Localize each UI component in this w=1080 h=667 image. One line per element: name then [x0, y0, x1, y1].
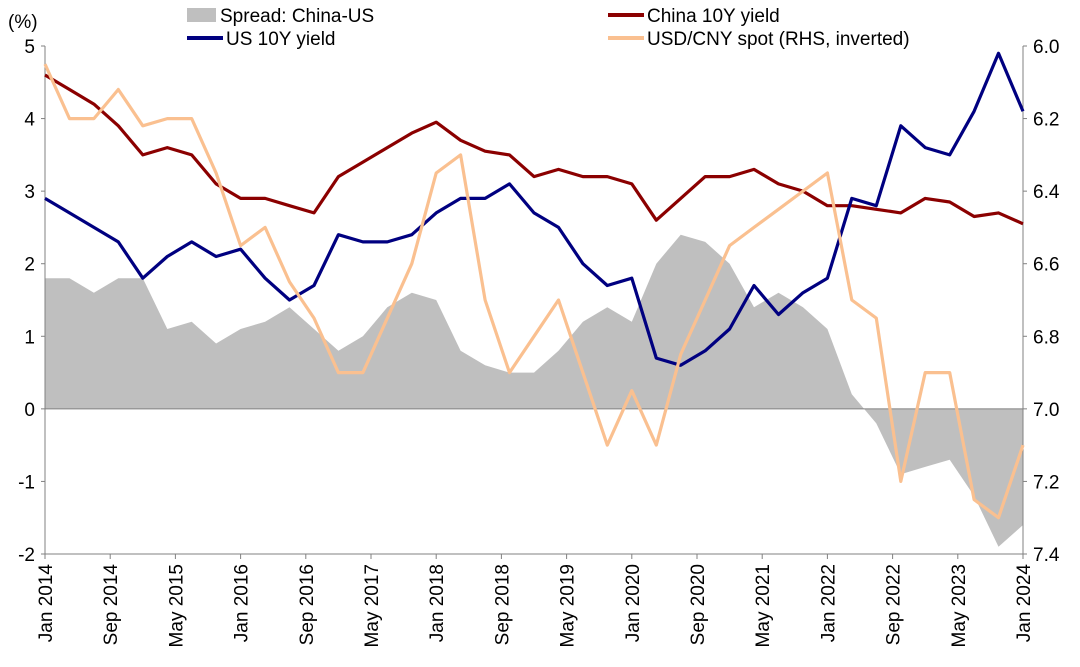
legend-label: USD/CNY spot (RHS, inverted) — [647, 29, 910, 50]
us-10y-line — [44, 51, 1025, 367]
left-tick-label: -2 — [18, 545, 35, 566]
right-tick-label: 6.2 — [1033, 110, 1059, 131]
legend-label: Spread: China-US — [220, 6, 374, 27]
legend-usdcny: USD/CNY spot (RHS, inverted) — [608, 29, 910, 50]
legend-spread: Spread: China-US — [187, 6, 374, 27]
legend-label: China 10Y yield — [647, 6, 780, 27]
x-tick-label: May 2015 — [166, 564, 187, 647]
x-tick-label: Jan 2014 — [36, 564, 57, 643]
axes-layer — [44, 46, 1024, 555]
spread-area — [45, 234, 1023, 547]
left-tick-label: 3 — [24, 182, 35, 203]
left-tick-label: 4 — [24, 110, 35, 131]
x-tick-label: Jan 2022 — [818, 564, 839, 642]
legend-label: US 10Y yield — [226, 29, 336, 50]
x-tick-label: Sep 2018 — [492, 564, 513, 645]
left-tick-label: 5 — [24, 37, 35, 58]
right-tick-label: 7.0 — [1033, 400, 1059, 421]
series-lines-layer — [43, 51, 1025, 520]
right-tick-label: 7.4 — [1033, 545, 1060, 566]
x-tick-label: Sep 2022 — [884, 564, 905, 645]
x-tick-label: May 2023 — [949, 564, 970, 647]
left-tick-label: 0 — [24, 400, 35, 421]
x-tick-label: Jan 2024 — [1014, 564, 1035, 643]
x-tick-label: Sep 2016 — [297, 564, 318, 645]
legend-us-10y: US 10Y yield — [187, 29, 336, 50]
left-tick-label: -1 — [18, 472, 35, 493]
right-tick-label: 6.8 — [1033, 327, 1059, 348]
left-tick-label: 2 — [24, 255, 35, 276]
x-tick-label: Jan 2018 — [427, 564, 448, 642]
legend: Spread: China-US China 10Y yield US 10Y yi… — [187, 6, 910, 50]
x-tick-label: Sep 2014 — [101, 564, 122, 646]
right-tick-label: 6.4 — [1033, 182, 1060, 203]
china-10y-line — [44, 73, 1024, 226]
x-tick-label: Jan 2020 — [623, 564, 644, 642]
y-unit-label: (%) — [8, 12, 38, 33]
right-tick-label: 7.2 — [1033, 472, 1059, 493]
spread-area-layer — [45, 234, 1023, 547]
x-tick-label: Sep 2020 — [688, 564, 709, 645]
x-tick-label: May 2017 — [362, 564, 383, 647]
x-tick-label: May 2019 — [558, 564, 579, 647]
left-tick-label: 1 — [24, 327, 35, 348]
right-tick-label: 6.0 — [1033, 37, 1059, 58]
x-tick-label: May 2021 — [753, 564, 774, 647]
legend-china-10y: China 10Y yield — [608, 6, 780, 27]
legend-swatch — [187, 8, 216, 22]
usdcny-line — [43, 63, 1025, 520]
right-tick-label: 6.6 — [1033, 255, 1059, 276]
x-tick-label: Jan 2016 — [232, 564, 253, 642]
